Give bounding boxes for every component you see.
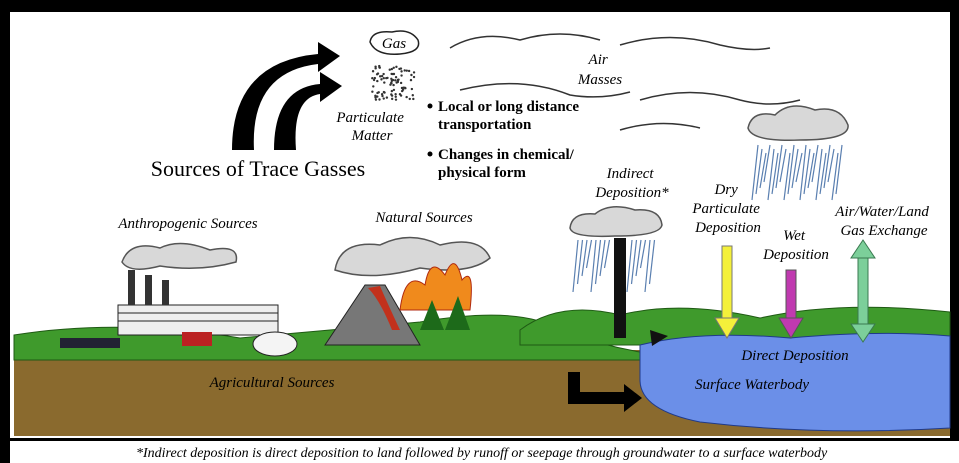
particle — [394, 93, 396, 95]
particle — [393, 89, 395, 91]
particle — [409, 98, 411, 100]
particle — [402, 89, 404, 91]
particle — [390, 78, 392, 80]
particle — [394, 79, 396, 81]
particle — [372, 70, 374, 72]
particle — [399, 93, 401, 95]
title: Sources of Trace Gasses — [151, 156, 365, 181]
particle — [395, 96, 397, 98]
particle — [395, 98, 397, 100]
label: Surface Waterbody — [695, 377, 809, 393]
particle — [391, 94, 393, 96]
particle — [412, 94, 414, 96]
particle — [392, 84, 394, 86]
particle — [383, 77, 385, 79]
particle — [379, 75, 381, 77]
particle — [412, 98, 414, 100]
particle — [413, 76, 415, 78]
particle — [375, 98, 377, 100]
particle — [385, 77, 387, 79]
particle — [371, 77, 373, 79]
particle — [391, 98, 393, 100]
particle — [374, 67, 376, 69]
label: Natural Sources — [374, 210, 473, 226]
particle — [386, 96, 388, 98]
particle — [406, 69, 408, 71]
particle — [400, 74, 402, 76]
particle — [378, 98, 380, 100]
particle — [376, 92, 378, 94]
indirect-arrow — [614, 238, 626, 338]
particle — [381, 93, 383, 95]
particle — [378, 65, 380, 67]
particle — [374, 77, 376, 79]
bullet — [428, 104, 433, 109]
particle — [376, 80, 378, 82]
particle — [383, 97, 385, 99]
particle — [382, 73, 384, 75]
particle — [389, 69, 391, 71]
particle — [402, 87, 404, 89]
particle — [377, 72, 379, 74]
particle — [400, 82, 402, 84]
particle — [400, 70, 402, 72]
particle — [405, 96, 407, 98]
bullet — [428, 152, 433, 157]
particle — [413, 71, 415, 73]
particle — [398, 68, 400, 70]
particle — [383, 81, 385, 83]
footnote: *Indirect deposition is direct depositio… — [136, 446, 828, 461]
particle — [383, 91, 385, 93]
particle — [395, 76, 397, 78]
particle — [397, 81, 399, 83]
particle — [371, 91, 373, 93]
particle — [393, 67, 395, 69]
diagram: Gas Particulate Matter Air Masses Local … — [0, 0, 959, 463]
particle — [410, 79, 412, 81]
particle — [408, 70, 410, 72]
particle — [372, 85, 374, 87]
particle — [410, 74, 412, 76]
particle — [391, 90, 393, 92]
particle — [411, 88, 413, 90]
label: Anthropogenic Sources — [117, 216, 257, 232]
particle — [403, 69, 405, 71]
particle — [395, 66, 397, 68]
label: Agricultural Sources — [209, 375, 335, 391]
particle — [380, 78, 382, 80]
label: Gas — [382, 36, 406, 52]
particle — [376, 95, 378, 97]
label: Direct Deposition — [740, 348, 848, 364]
particle — [392, 73, 394, 75]
